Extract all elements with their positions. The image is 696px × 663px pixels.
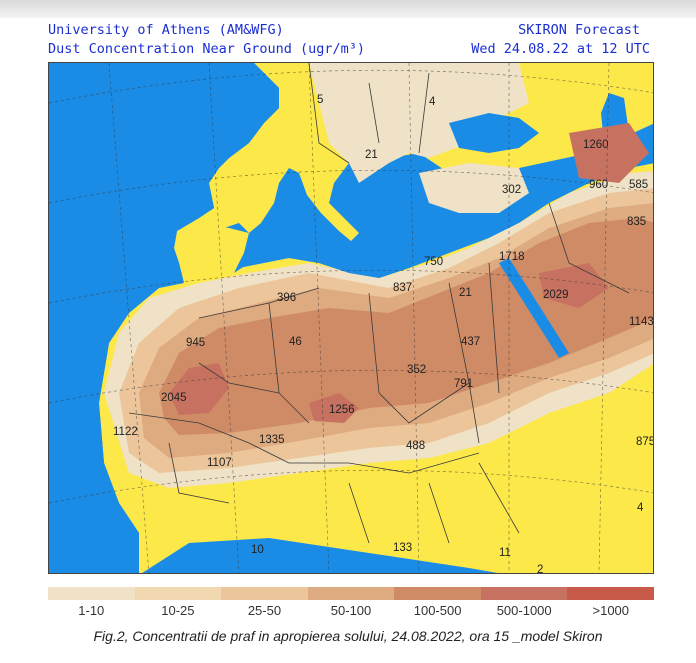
dust-map: 5 4 21 1260 302 960 585 835 750 1718 396… bbox=[48, 62, 654, 574]
model-title: SKIRON Forecast bbox=[518, 22, 640, 38]
map-label: 488 bbox=[406, 440, 425, 452]
valid-time: Wed 24.08.22 at 12 UTC bbox=[471, 41, 650, 57]
graticule bbox=[49, 63, 653, 573]
map-label: 133 bbox=[393, 542, 412, 554]
figure-caption: Fig.2, Concentratii de praf in apropiere… bbox=[93, 628, 603, 644]
map-label: 835 bbox=[627, 216, 646, 228]
map-label: 352 bbox=[407, 364, 426, 376]
dust-500-1000-b bbox=[309, 393, 359, 423]
borders bbox=[128, 63, 630, 544]
atlantic-sea bbox=[49, 63, 279, 573]
map-label: 1260 bbox=[583, 139, 609, 151]
map-label: 875 bbox=[636, 436, 654, 448]
map-label: 1107 bbox=[207, 457, 232, 469]
red-sea bbox=[499, 258, 569, 358]
black-sea bbox=[449, 113, 539, 153]
map-label: 960 bbox=[589, 179, 608, 191]
europe-land bbox=[177, 63, 653, 248]
map-label: 4 bbox=[429, 96, 436, 108]
map-label: 1143 bbox=[629, 316, 654, 328]
map-label: 1335 bbox=[259, 434, 285, 446]
anatolia bbox=[419, 163, 529, 213]
top-strip bbox=[0, 0, 696, 18]
map-label: 4 bbox=[637, 502, 644, 514]
legend-labels: 1-10 10-25 25-50 50-100 100-500 500-1000… bbox=[48, 603, 654, 619]
map-label: 302 bbox=[502, 184, 521, 196]
mediterranean-sea bbox=[234, 223, 469, 278]
map-label: 837 bbox=[393, 282, 412, 294]
legend-color-bar bbox=[48, 587, 655, 600]
map-label: 945 bbox=[186, 337, 205, 349]
legend-swatch-50-100 bbox=[307, 587, 395, 600]
legend-swatch-500-1000 bbox=[480, 587, 568, 600]
legend-swatch-over-1000 bbox=[567, 587, 655, 600]
map-label: 21 bbox=[459, 287, 472, 299]
map-label: 21 bbox=[365, 149, 378, 161]
map-label: 2 bbox=[537, 564, 543, 574]
dust-500-1000-a bbox=[169, 363, 229, 415]
legend-swatch-25-50 bbox=[221, 587, 308, 600]
map-label: 1718 bbox=[499, 251, 525, 263]
legend-swatch-100-500 bbox=[394, 587, 481, 600]
institution-title: University of Athens (AM&WFG) bbox=[48, 22, 284, 38]
map-label: 1256 bbox=[329, 404, 355, 416]
map-svg: 5 4 21 1260 302 960 585 835 750 1718 396… bbox=[49, 63, 654, 574]
map-label: 1122 bbox=[113, 426, 138, 438]
map-label: 750 bbox=[424, 256, 443, 268]
gulf-of-guinea bbox=[142, 538, 498, 573]
legend-label: 10-25 bbox=[161, 603, 195, 618]
legend-label: 100-500 bbox=[413, 603, 462, 618]
map-label: 2045 bbox=[161, 392, 187, 404]
value-labels: 5 4 21 1260 302 960 585 835 750 1718 396… bbox=[113, 94, 654, 574]
dust-100-500 bbox=[159, 218, 653, 435]
map-label: 11 bbox=[499, 547, 511, 559]
legend-label: 50-100 bbox=[330, 603, 372, 618]
legend-label: 500-1000 bbox=[496, 603, 552, 618]
dust-500-1000-d bbox=[569, 123, 649, 183]
map-label: 585 bbox=[629, 179, 648, 191]
east-europe-low bbox=[309, 63, 529, 183]
map-label: 10 bbox=[251, 544, 264, 556]
legend-swatch-10-25 bbox=[134, 587, 222, 600]
legend-label: >1000 bbox=[592, 603, 630, 618]
map-label: 46 bbox=[289, 336, 302, 348]
map-label: 791 bbox=[454, 378, 473, 390]
map-label: 437 bbox=[461, 336, 480, 348]
map-label: 2029 bbox=[543, 289, 569, 301]
map-label: 396 bbox=[277, 292, 296, 304]
legend-label: 25-50 bbox=[247, 603, 282, 618]
legend-swatch-1-10 bbox=[48, 587, 135, 600]
legend-label: 1-10 bbox=[78, 603, 105, 618]
map-label: 5 bbox=[317, 94, 323, 106]
product-title: Dust Concentration Near Ground (ugr/m³) bbox=[48, 41, 365, 57]
